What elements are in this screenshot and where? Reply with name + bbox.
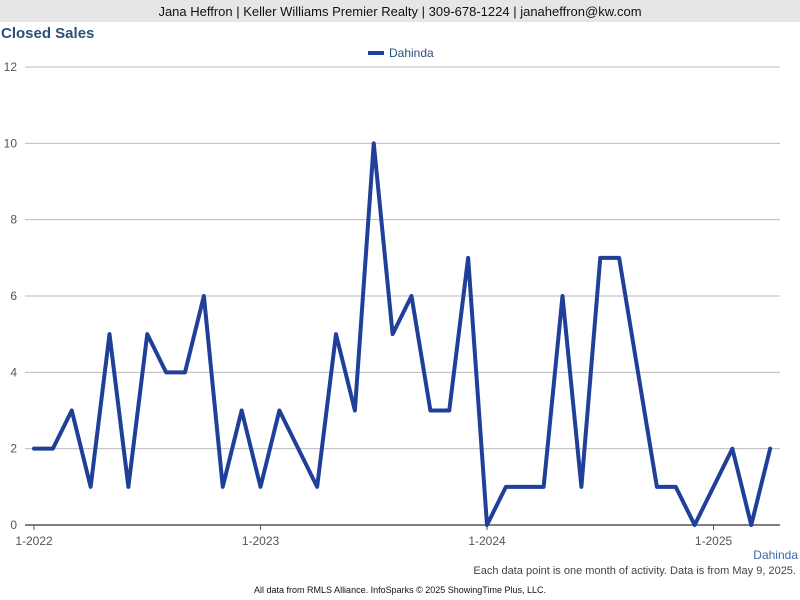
x-tick-label: 1-2024 bbox=[468, 534, 506, 548]
chart-legend: Dahinda bbox=[368, 46, 434, 60]
region-label: Dahinda bbox=[753, 548, 798, 562]
y-tick-label: 4 bbox=[10, 365, 17, 379]
legend-swatch bbox=[368, 51, 384, 55]
y-tick-label: 10 bbox=[4, 136, 18, 150]
legend-label: Dahinda bbox=[389, 46, 434, 60]
x-tick-label: 1-2023 bbox=[242, 534, 280, 548]
x-tick-label: 1-2022 bbox=[15, 534, 53, 548]
chart-title: Closed Sales bbox=[1, 25, 95, 42]
y-tick-label: 0 bbox=[10, 518, 17, 532]
y-tick-label: 2 bbox=[10, 442, 17, 456]
y-tick-label: 8 bbox=[10, 213, 17, 227]
series-line-dahinda bbox=[32, 141, 773, 527]
footer-attribution: All data from RMLS Alliance. InfoSparks … bbox=[254, 585, 546, 595]
y-tick-label: 6 bbox=[10, 289, 17, 303]
data-note: Each data point is one month of activity… bbox=[473, 565, 796, 577]
y-tick-label: 12 bbox=[4, 60, 18, 74]
x-tick-label: 1-2025 bbox=[695, 534, 733, 548]
header-contact-text: Jana Heffron | Keller Williams Premier R… bbox=[158, 3, 642, 19]
header-contact-bar: Jana Heffron | Keller Williams Premier R… bbox=[0, 0, 800, 22]
